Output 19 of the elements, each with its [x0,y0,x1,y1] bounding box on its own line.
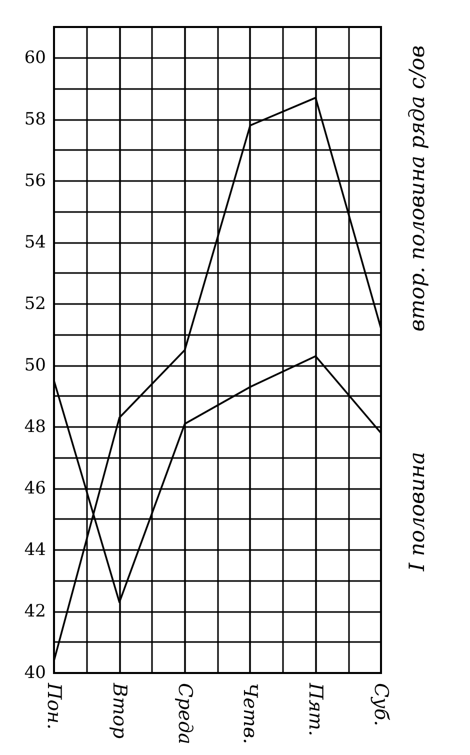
y-tick-label: 50 [24,355,46,376]
x-tick-label: Четв. [239,683,262,744]
y-tick-label: 46 [24,478,46,498]
x-tick-label: Суб. [370,683,392,726]
y-tick-label: 60 [24,48,46,68]
y-tick-label: 48 [24,416,46,437]
x-tick-label: Пон. [43,682,65,730]
y-tick-label: 42 [24,601,46,622]
y-tick-label: 58 [24,109,46,130]
y-tick-label: 44 [24,540,46,560]
x-tick-label: Втор [108,682,130,739]
text: I половина [405,452,429,572]
y-tick-label: 40 [24,663,46,683]
y-tick-label: 56 [24,170,46,191]
y-tick-label: 52 [24,294,46,314]
x-tick-label: Среда [174,683,196,744]
y-tick-label: 54 [24,232,46,252]
text: втор. половина ряда с/ов [405,45,429,332]
x-tick-label: Пят. [304,682,327,736]
